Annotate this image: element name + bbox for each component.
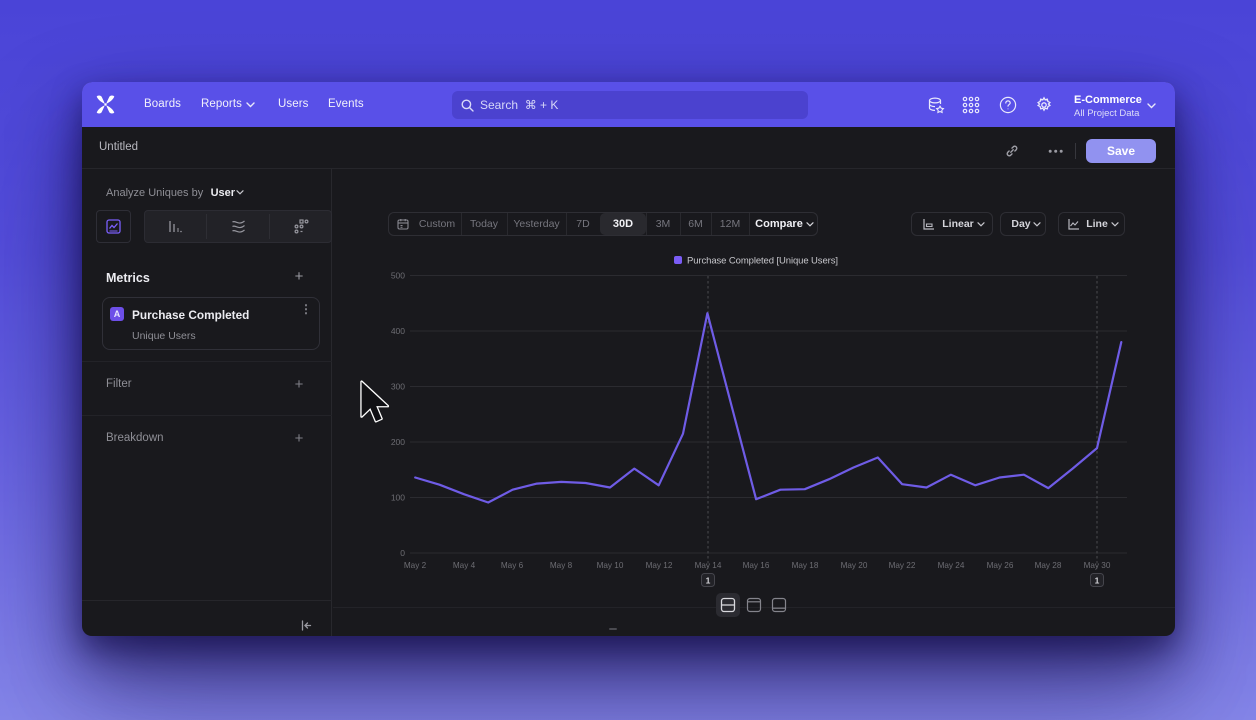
svg-text:May 20: May 20 <box>841 561 868 570</box>
svg-text:May 16: May 16 <box>743 561 770 570</box>
svg-text:May 2: May 2 <box>404 561 427 570</box>
svg-text:May 14: May 14 <box>695 561 722 570</box>
svg-text:May 8: May 8 <box>550 561 573 570</box>
svg-text:May 12: May 12 <box>646 561 673 570</box>
svg-text:0: 0 <box>400 548 405 558</box>
svg-text:1: 1 <box>706 576 711 586</box>
svg-text:May 6: May 6 <box>501 561 524 570</box>
svg-text:May 22: May 22 <box>889 561 916 570</box>
svg-text:May 26: May 26 <box>987 561 1014 570</box>
svg-text:500: 500 <box>391 271 405 281</box>
svg-text:May 28: May 28 <box>1035 561 1062 570</box>
svg-text:May 30: May 30 <box>1084 561 1111 570</box>
svg-text:100: 100 <box>391 493 405 503</box>
svg-text:May 18: May 18 <box>792 561 819 570</box>
svg-text:May 4: May 4 <box>453 561 476 570</box>
svg-text:200: 200 <box>391 437 405 447</box>
svg-text:Purchase Completed [Unique Use: Purchase Completed [Unique Users] <box>687 256 838 267</box>
svg-text:May 24: May 24 <box>938 561 965 570</box>
svg-text:1: 1 <box>1095 576 1100 586</box>
svg-text:May 10: May 10 <box>597 561 624 570</box>
svg-text:300: 300 <box>391 382 405 392</box>
svg-text:400: 400 <box>391 326 405 336</box>
